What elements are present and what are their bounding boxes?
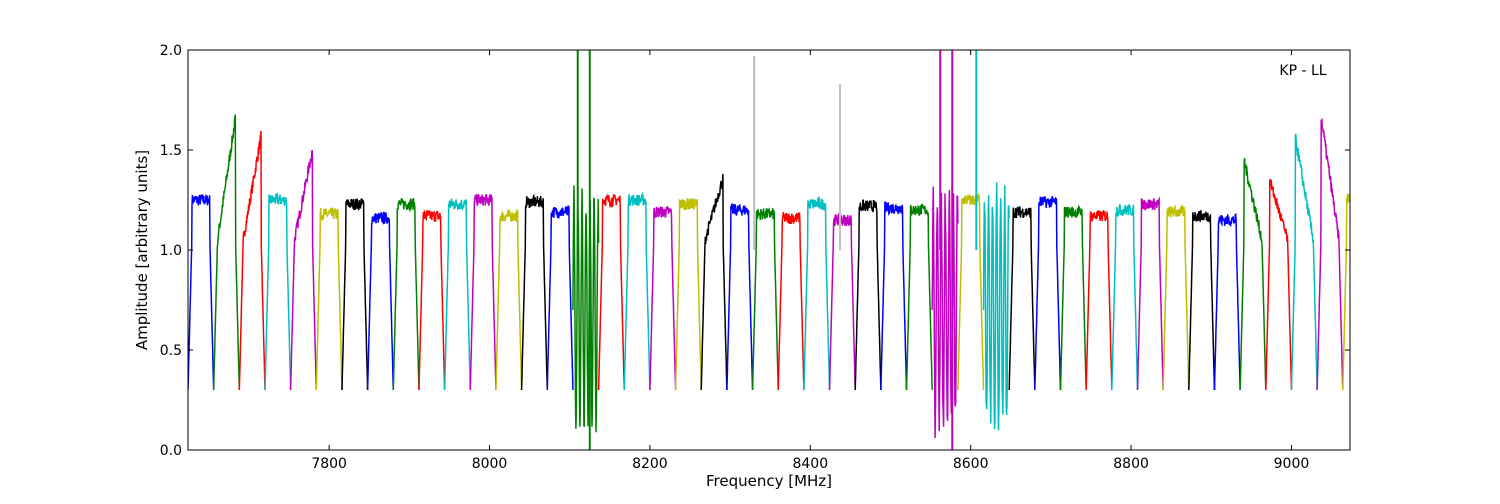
channel-line-29 (931, 186, 959, 439)
channel-line-13 (520, 193, 549, 391)
channel-line-34 (1059, 204, 1087, 391)
y-axis-label: Amplitude [arbitrary units] (133, 150, 151, 350)
y-tick-label: 1.5 (160, 143, 182, 159)
channel-line-4 (289, 149, 318, 391)
channel-line-3 (264, 192, 292, 391)
y-axis: 0.0 0.5 1.0 1.5 2.0 (160, 43, 1350, 459)
channel-line-17 (623, 191, 651, 391)
chart-annotation: KP - LL (1279, 63, 1326, 79)
channel-line-24 (803, 195, 831, 391)
channel-line-45 (1342, 193, 1350, 391)
channel-line-5 (315, 207, 343, 391)
channel-line-31 (982, 182, 1010, 431)
channel-line-15 (572, 185, 600, 433)
channel-line-32 (1008, 206, 1036, 391)
channel-line-9 (418, 209, 446, 391)
channel-line-11 (469, 193, 497, 391)
channel-line-22 (751, 207, 779, 391)
channel-line-30 (957, 192, 985, 391)
channel-line-16 (597, 193, 626, 391)
channel-line-6 (341, 198, 369, 391)
channel-line-28 (905, 203, 933, 391)
x-axis-label: Frequency [MHz] (706, 472, 832, 490)
y-tick-label: 2.0 (160, 43, 182, 59)
channel-line-41 (1239, 158, 1267, 391)
x-tick-label: 9000 (1274, 456, 1310, 472)
channel-line-10 (443, 198, 472, 391)
channel-line-37 (1136, 196, 1164, 391)
channel-line-44 (1316, 117, 1344, 391)
channel-line-21 (726, 202, 754, 391)
channel-line-33 (1034, 195, 1062, 391)
channel-line-12 (495, 208, 523, 391)
channel-line-20 (700, 173, 728, 391)
channel-line-26 (854, 199, 882, 391)
channel-line-18 (649, 205, 677, 391)
y-tick-label: 0.0 (160, 443, 182, 459)
channel-line-8 (392, 197, 420, 391)
x-tick-label: 8000 (472, 456, 508, 472)
x-tick-label: 7800 (311, 456, 347, 472)
plot-frame (187, 49, 1351, 451)
channel-line-7 (366, 211, 395, 391)
channel-line-2 (238, 131, 266, 391)
channel-line-1 (212, 114, 241, 391)
channel-line-27 (880, 201, 908, 391)
x-tick-label: 8200 (632, 456, 668, 472)
channel-line-0 (188, 194, 215, 391)
x-tick-label: 8800 (1113, 456, 1149, 472)
channel-line-39 (1188, 210, 1216, 391)
y-tick-label: 0.5 (160, 343, 182, 359)
channel-line-38 (1162, 203, 1190, 391)
channel-line-40 (1213, 212, 1241, 391)
channel-line-35 (1085, 209, 1113, 391)
x-axis: 7800 8000 8200 8400 8600 8800 9000 (311, 50, 1309, 472)
channel-line-14 (546, 204, 574, 391)
y-tick-label: 1.0 (160, 243, 182, 259)
channel-line-36 (1111, 204, 1139, 391)
x-tick-label: 8600 (953, 456, 989, 472)
channel-line-43 (1290, 133, 1318, 391)
channel-line-42 (1265, 179, 1293, 391)
x-tick-label: 8400 (792, 456, 828, 472)
channel-line-25 (828, 213, 856, 391)
plot-area (188, 50, 1350, 450)
channel-line-23 (777, 211, 805, 391)
channel-line-19 (674, 198, 702, 391)
